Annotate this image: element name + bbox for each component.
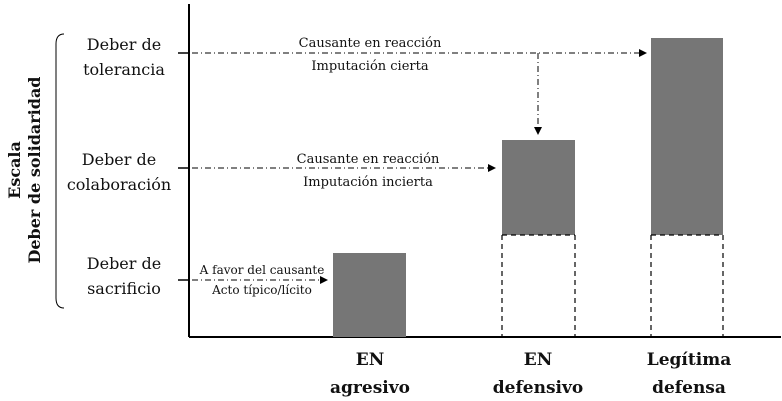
annotation-top-line2: Imputación cierta — [311, 59, 428, 74]
category-legitima-defensa-line2: defensa — [652, 378, 726, 398]
level-tolerancia-line2: tolerancia — [83, 60, 165, 79]
category-legitima-defensa-line1: Legítima — [647, 350, 731, 370]
scale-label: Escala Deber de solidaridad — [5, 77, 44, 264]
level-colaboracion: Deber de colaboración — [67, 150, 171, 194]
category-en-defensivo-line1: EN — [524, 350, 553, 370]
level-tolerancia: Deber de tolerancia — [83, 35, 165, 79]
dashed-extension-en-defensivo — [501, 234, 576, 337]
scale-bracket — [55, 33, 65, 309]
annotation-top: Causante en reacción Imputación cierta — [299, 36, 442, 74]
level-sacrificio-line1: Deber de — [87, 254, 161, 273]
annotation-bottom-line1: A favor del causante — [199, 263, 325, 277]
category-en-defensivo-line2: defensivo — [493, 378, 583, 398]
annotation-middle-line1: Causante en reacción — [297, 152, 440, 167]
category-en-agresivo-line2: agresivo — [330, 378, 410, 398]
level-colaboracion-line1: Deber de — [82, 150, 156, 169]
bar-en-agresivo — [333, 253, 406, 337]
bar-en-defensivo — [502, 140, 575, 235]
annotation-bottom: A favor del causante Acto típico/lícito — [199, 263, 325, 297]
category-en-agresivo-line1: EN — [356, 350, 385, 370]
annotation-top-line1: Causante en reacción — [299, 36, 442, 51]
category-en-defensivo: EN defensivo — [493, 350, 583, 398]
level-sacrificio-line2: sacrificio — [87, 279, 161, 298]
annotation-middle: Causante en reacción Imputación incierta — [297, 152, 440, 190]
level-colaboracion-line2: colaboración — [67, 175, 171, 194]
annotation-bottom-line2: Acto típico/lícito — [211, 283, 312, 297]
scale-label-line2: Deber de solidaridad — [25, 77, 44, 264]
annotation-middle-line2: Imputación incierta — [303, 175, 433, 190]
dashed-extension-legitima-defensa — [650, 234, 724, 337]
category-legitima-defensa: Legítima defensa — [647, 350, 731, 398]
category-en-agresivo: EN agresivo — [330, 350, 410, 398]
scale-label-line1: Escala — [5, 141, 24, 199]
level-sacrificio: Deber de sacrificio — [87, 254, 161, 298]
level-tolerancia-line1: Deber de — [87, 35, 161, 54]
bar-legitima-defensa — [651, 38, 723, 235]
